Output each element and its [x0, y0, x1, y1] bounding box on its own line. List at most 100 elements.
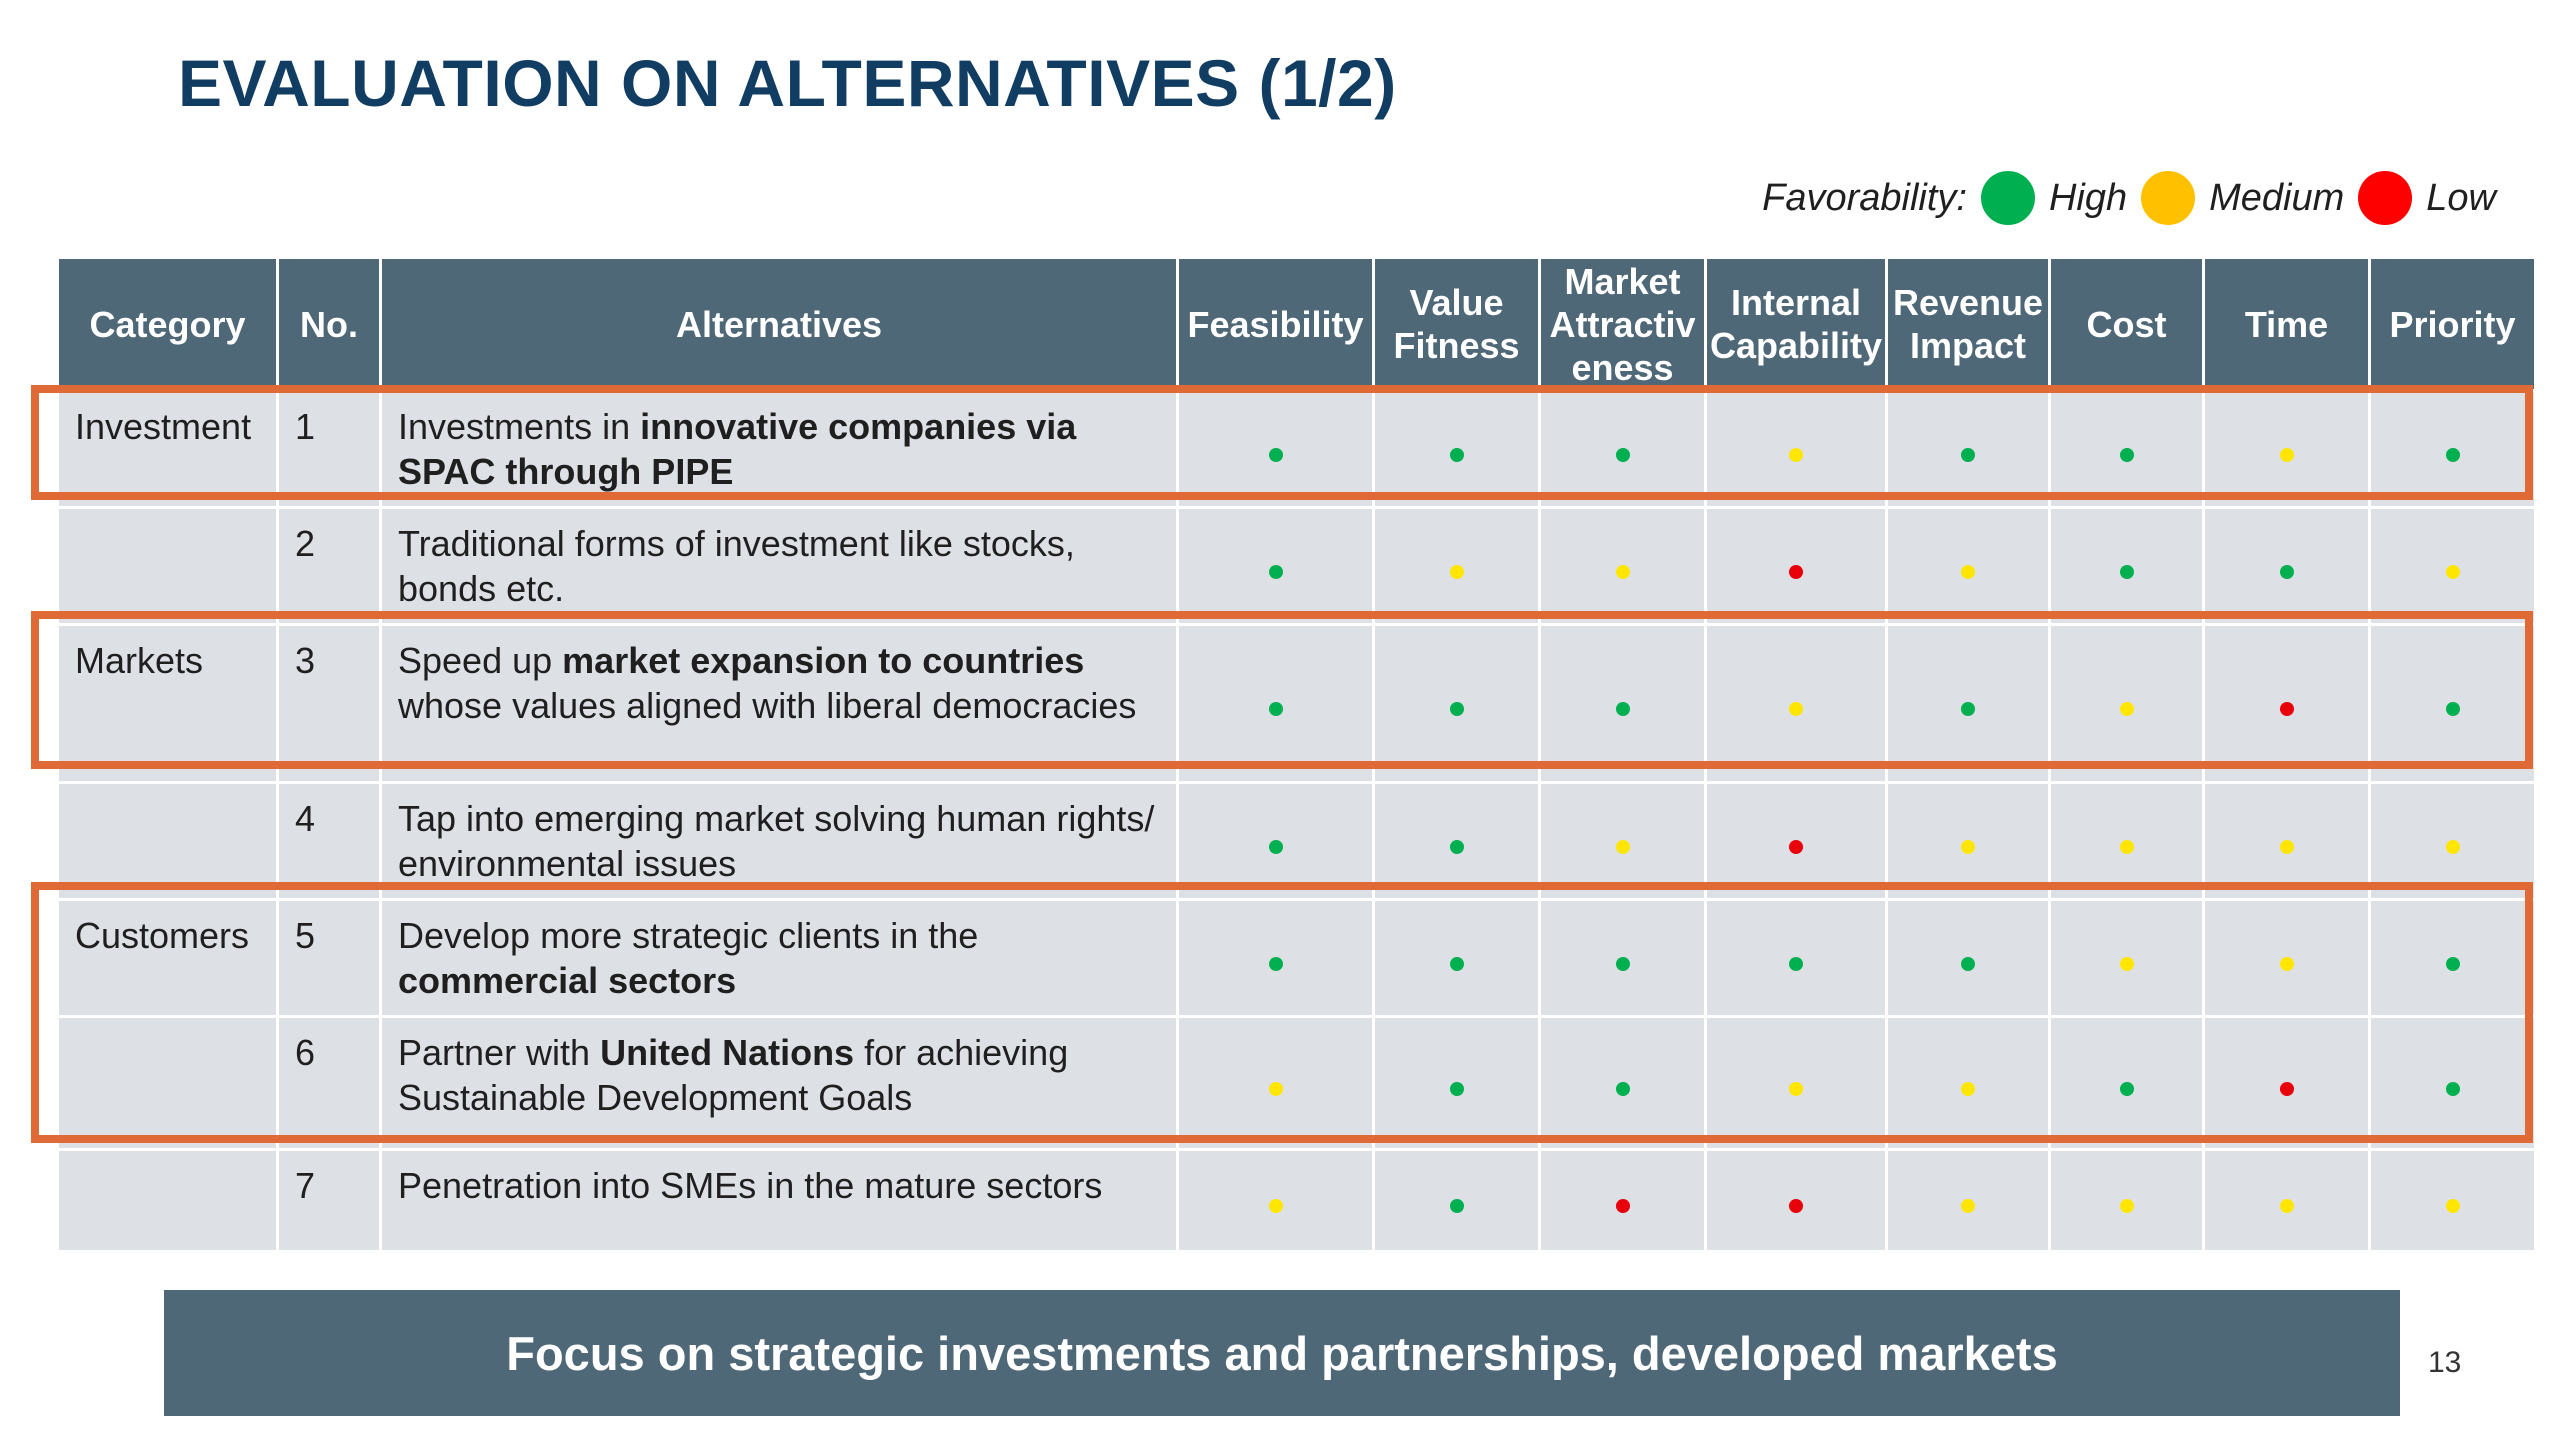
page-number: 13 [2428, 1346, 2462, 1379]
rating-cell-feasibility [1176, 506, 1375, 626]
header-revenue-impact: Revenue Impact [1885, 256, 2051, 392]
header-alternatives: Alternatives [379, 256, 1179, 392]
alternative-text: for achieving Sustainable Development Go… [398, 1032, 1069, 1118]
category-cell [56, 781, 279, 901]
rating-cell-priority [2368, 506, 2537, 626]
rating-dot-icon [1268, 839, 1283, 854]
rating-dot-icon [2279, 702, 2294, 716]
rating-dot-icon [1789, 447, 1803, 462]
alternative-cell: Traditional forms of investment like sto… [379, 506, 1179, 626]
table-row: 7 Penetration into SMEs in the mature sec… [56, 1148, 2537, 1253]
legend-high-label: High [2048, 176, 2128, 219]
rating-cell-market-attractiveness [1538, 781, 1707, 901]
alternative-emphasis: market expansion to countries [562, 640, 1085, 681]
rating-dot-icon [1449, 564, 1464, 579]
rating-cell-feasibility [1176, 389, 1375, 509]
header-no: No. [276, 256, 382, 392]
rating-cell-revenue-impact [1885, 781, 2051, 901]
rating-dot-icon [2279, 447, 2294, 462]
rating-dot-icon [2445, 1081, 2460, 1096]
category-cell [56, 1148, 279, 1253]
conclusion-banner: Focus on strategic investments and partn… [164, 1290, 2400, 1416]
rating-cell-revenue-impact [1885, 506, 2051, 626]
number-cell: 3 [276, 623, 382, 784]
rating-dot-icon [1268, 564, 1283, 579]
rating-dot-icon [1615, 564, 1630, 579]
header-internal-capability: Internal Capability [1704, 256, 1888, 392]
legend-low-label: Low [2426, 176, 2496, 219]
rating-dot-icon [1615, 1199, 1630, 1213]
header-market-attractiveness: Market Attractiv eness [1538, 256, 1707, 392]
rating-cell-cost [2048, 781, 2205, 901]
header-value-fitness: Value Fitness [1372, 256, 1541, 392]
rating-cell-market-attractiveness [1538, 1148, 1707, 1253]
rating-dot-icon [1449, 1081, 1464, 1096]
rating-cell-time [2202, 781, 2371, 901]
legend-item-medium: Medium [2141, 171, 2344, 225]
alternative-text: whose values aligned with liberal democr… [398, 685, 1137, 726]
category-cell [56, 506, 279, 626]
rating-cell-revenue-impact [1885, 898, 2051, 1018]
rating-cell-priority [2368, 1015, 2537, 1151]
alternative-emphasis: innovative companies via SPAC through PI… [398, 406, 1077, 492]
rating-dot-icon [1961, 447, 1975, 462]
category-cell: Customers [56, 898, 279, 1018]
rating-dot-icon [1615, 956, 1630, 971]
rating-dot-icon [1789, 564, 1803, 579]
rating-cell-cost [2048, 1148, 2205, 1253]
table-header-row: Category No. Alternatives Feasibility Va… [56, 256, 2537, 392]
rating-dot-icon [2279, 564, 2294, 579]
legend-label: Favorability: [1762, 176, 1967, 219]
alternative-text: Investments in [398, 406, 641, 447]
alternative-text: Speed up [398, 640, 563, 681]
alternative-cell: Partner with United Nations for achievin… [379, 1015, 1179, 1151]
rating-cell-cost [2048, 389, 2205, 509]
header-time: Time [2202, 256, 2371, 392]
rating-dot-icon [1789, 956, 1803, 971]
rating-dot-icon [1615, 702, 1630, 716]
rating-dot-icon [1449, 1199, 1464, 1213]
alternative-emphasis: commercial sectors [398, 960, 737, 1001]
alternative-cell: Speed up market expansion to countries w… [379, 623, 1179, 784]
rating-dot-icon [1268, 447, 1283, 462]
rating-dot-icon [2445, 702, 2460, 716]
rating-cell-feasibility [1176, 1015, 1375, 1151]
favorability-legend: Favorability: High Medium Low [1762, 168, 2496, 228]
rating-cell-revenue-impact [1885, 623, 2051, 784]
number-cell: 5 [276, 898, 382, 1018]
rating-cell-time [2202, 898, 2371, 1018]
rating-cell-internal-capability [1704, 898, 1888, 1018]
rating-cell-priority [2368, 1148, 2537, 1253]
header-category: Category [56, 256, 279, 392]
rating-cell-time [2202, 389, 2371, 509]
table-row: Investment 1 Investments in innovative com… [56, 389, 2537, 509]
rating-dot-icon [1961, 564, 1975, 579]
highlight-box-markets [31, 611, 2533, 769]
legend-medium-label: Medium [2209, 176, 2345, 219]
rating-dot-icon [1449, 956, 1464, 971]
category-cell: Markets [56, 623, 279, 784]
page-title: EVALUATION ON ALTERNATIVES (1/2) [178, 46, 1397, 120]
rating-dot-icon [1961, 956, 1975, 971]
legend-item-low: Low [2358, 171, 2496, 225]
number-cell: 7 [276, 1148, 382, 1253]
legend-item-high: High [1980, 171, 2128, 225]
medium-dot-icon [2141, 171, 2196, 225]
rating-cell-feasibility [1176, 1148, 1375, 1253]
rating-dot-icon [1615, 447, 1630, 462]
rating-dot-icon [1449, 702, 1464, 716]
alternative-cell: Tap into emerging market solving human r… [379, 781, 1179, 901]
rating-cell-value-fitness [1372, 506, 1541, 626]
rating-dot-icon [1268, 702, 1283, 716]
category-cell: Investment [56, 389, 279, 509]
rating-cell-value-fitness [1372, 898, 1541, 1018]
rating-dot-icon [2119, 1081, 2134, 1096]
rating-cell-cost [2048, 506, 2205, 626]
rating-dot-icon [1268, 956, 1283, 971]
number-cell: 4 [276, 781, 382, 901]
rating-cell-time [2202, 1148, 2371, 1253]
rating-dot-icon [1789, 1081, 1803, 1096]
rating-dot-icon [1615, 839, 1630, 854]
rating-cell-value-fitness [1372, 1148, 1541, 1253]
rating-dot-icon [1268, 1081, 1283, 1096]
